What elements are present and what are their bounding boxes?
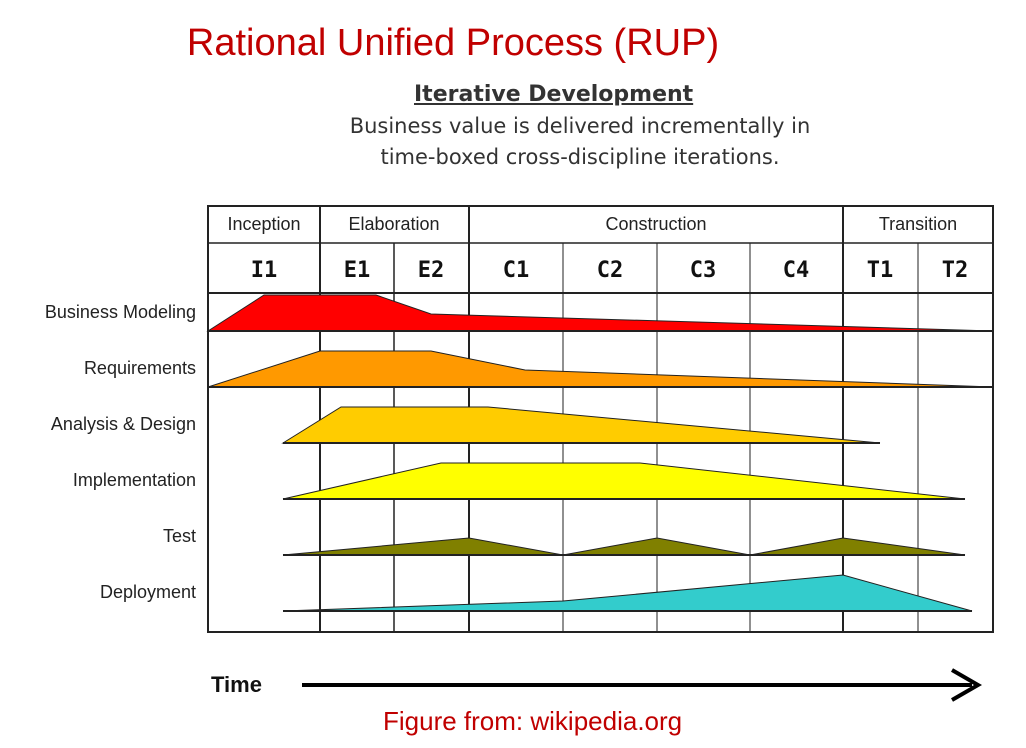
iteration-label-c2: C2: [597, 258, 624, 283]
discipline-label-analysis-design: Analysis & Design: [51, 414, 196, 434]
diagram-heading: Iterative Development: [414, 82, 694, 107]
iteration-label-t2: T2: [942, 258, 969, 283]
phase-label-elaboration: Elaboration: [348, 214, 439, 234]
discipline-label-implementation: Implementation: [73, 470, 196, 490]
phase-label-transition: Transition: [879, 214, 957, 234]
iteration-label-c4: C4: [783, 258, 810, 283]
phase-label-construction: Construction: [605, 214, 706, 234]
subtitle-line-2: time-boxed cross-discipline iterations.: [380, 145, 780, 169]
discipline-label-test: Test: [163, 526, 196, 546]
iteration-label-c1: C1: [503, 258, 530, 283]
iteration-label-i1: I1: [251, 258, 278, 283]
discipline-label-requirements: Requirements: [84, 358, 196, 378]
phase-label-inception: Inception: [227, 214, 300, 234]
discipline-label-deployment: Deployment: [100, 582, 196, 602]
figure-source: Figure from: wikipedia.org: [383, 706, 683, 736]
time-label: Time: [211, 672, 262, 697]
iteration-label-e1: E1: [344, 258, 371, 283]
discipline-label-business-modeling: Business Modeling: [45, 302, 196, 322]
iteration-label-e2: E2: [418, 258, 445, 283]
iteration-label-c3: C3: [690, 258, 717, 283]
test-effort-shape: [282, 537, 966, 556]
page-title: Rational Unified Process (RUP): [186, 22, 720, 64]
subtitle-line-1: Business value is delivered incrementall…: [349, 114, 811, 138]
time-arrowhead-icon: [951, 668, 983, 702]
iteration-label-t1: T1: [867, 258, 894, 283]
